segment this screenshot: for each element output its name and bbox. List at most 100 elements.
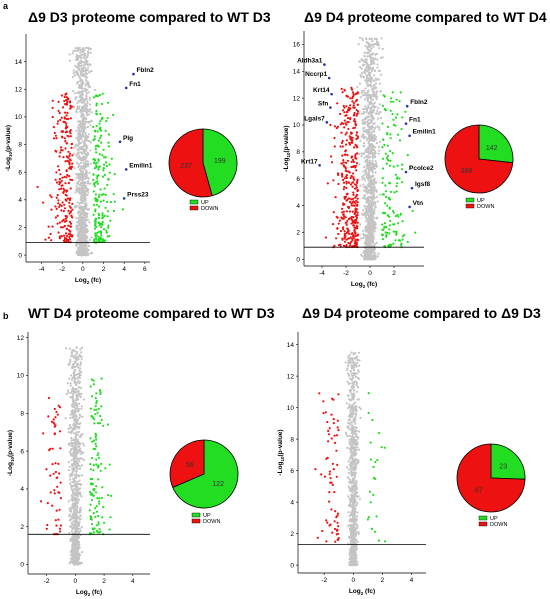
data-point <box>77 124 80 127</box>
data-point <box>374 257 377 261</box>
data-point <box>74 469 78 473</box>
down-point <box>53 433 56 436</box>
data-point <box>347 495 350 498</box>
data-point <box>377 149 381 152</box>
data-point <box>82 222 85 226</box>
up-point <box>92 96 95 99</box>
up-point <box>90 482 93 485</box>
down-point <box>56 214 59 217</box>
up-point <box>100 462 103 465</box>
down-point <box>355 109 358 112</box>
down-point <box>42 201 45 204</box>
down-point <box>63 95 66 99</box>
up-point <box>97 422 100 425</box>
up-point <box>109 516 112 519</box>
up-point <box>95 505 98 508</box>
data-point <box>372 163 375 166</box>
down-point <box>355 243 358 246</box>
data-point <box>69 525 72 528</box>
data-point <box>80 351 83 354</box>
data-point <box>368 155 371 158</box>
up-point <box>95 392 98 395</box>
y-tick-label: 2 <box>296 230 300 237</box>
legend-swatch-down <box>465 203 475 209</box>
data-point <box>365 165 368 168</box>
up-point <box>394 239 397 242</box>
data-point <box>74 204 77 208</box>
data-point <box>79 133 82 136</box>
gene-point <box>404 122 408 125</box>
up-point <box>93 422 96 425</box>
data-point <box>378 82 382 85</box>
data-point <box>359 75 363 78</box>
data-point <box>80 452 83 456</box>
up-point <box>389 245 392 248</box>
down-point <box>355 162 359 165</box>
down-point <box>58 203 62 206</box>
up-point <box>112 193 115 196</box>
up-point <box>392 230 395 233</box>
down-point <box>346 192 349 195</box>
data-point <box>363 189 366 192</box>
data-point <box>371 122 375 125</box>
data-point <box>376 44 379 47</box>
data-point <box>368 48 371 52</box>
down-point <box>356 211 359 214</box>
data-point <box>76 451 79 454</box>
data-point <box>77 238 80 241</box>
up-point <box>384 202 387 205</box>
data-point <box>81 215 84 218</box>
up-point <box>389 100 392 103</box>
gene-point <box>325 121 329 124</box>
data-point <box>74 480 77 483</box>
up-point <box>92 494 95 497</box>
data-point <box>72 393 75 396</box>
x-tick-label: -4 <box>319 270 325 277</box>
data-point <box>84 54 87 57</box>
data-point <box>374 105 377 108</box>
up-point <box>95 438 98 441</box>
down-point <box>343 237 346 240</box>
down-point <box>69 230 72 233</box>
down-point <box>342 203 345 206</box>
up-point <box>98 500 101 503</box>
down-point <box>57 202 60 205</box>
data-point <box>83 49 86 52</box>
down-point <box>52 421 55 424</box>
gene-label: Igsf8 <box>415 181 431 188</box>
down-point <box>57 100 60 103</box>
down-point <box>58 155 61 158</box>
gene-label: Emilin1 <box>129 162 153 169</box>
data-point <box>71 376 75 379</box>
up-point <box>381 233 384 236</box>
data-point <box>86 80 89 83</box>
down-point <box>44 238 47 241</box>
data-point <box>365 151 368 154</box>
down-point <box>69 222 73 225</box>
data-point <box>372 179 375 182</box>
data-point <box>73 560 76 563</box>
data-point <box>69 539 72 543</box>
legend-label-down: DOWN <box>201 206 218 212</box>
data-point <box>89 108 92 111</box>
data-point <box>366 55 369 58</box>
data-point <box>80 228 83 231</box>
down-point <box>56 476 59 479</box>
up-point <box>389 97 393 100</box>
volcano-panel-d9d3-vs-wtd3: Δ9 D3 proteome compared to WT D3 0246810… <box>5 9 271 285</box>
data-point <box>89 124 92 127</box>
data-point <box>79 151 82 154</box>
down-point <box>65 96 68 99</box>
down-point <box>58 430 62 433</box>
data-point <box>77 67 80 70</box>
data-point <box>74 451 78 454</box>
up-point <box>102 506 105 509</box>
down-point <box>355 218 358 221</box>
up-point <box>381 238 384 241</box>
up-point <box>94 224 97 227</box>
data-point <box>368 45 371 49</box>
data-point <box>73 369 76 372</box>
up-point <box>95 445 98 448</box>
data-point <box>373 134 376 137</box>
data-point <box>68 377 71 380</box>
